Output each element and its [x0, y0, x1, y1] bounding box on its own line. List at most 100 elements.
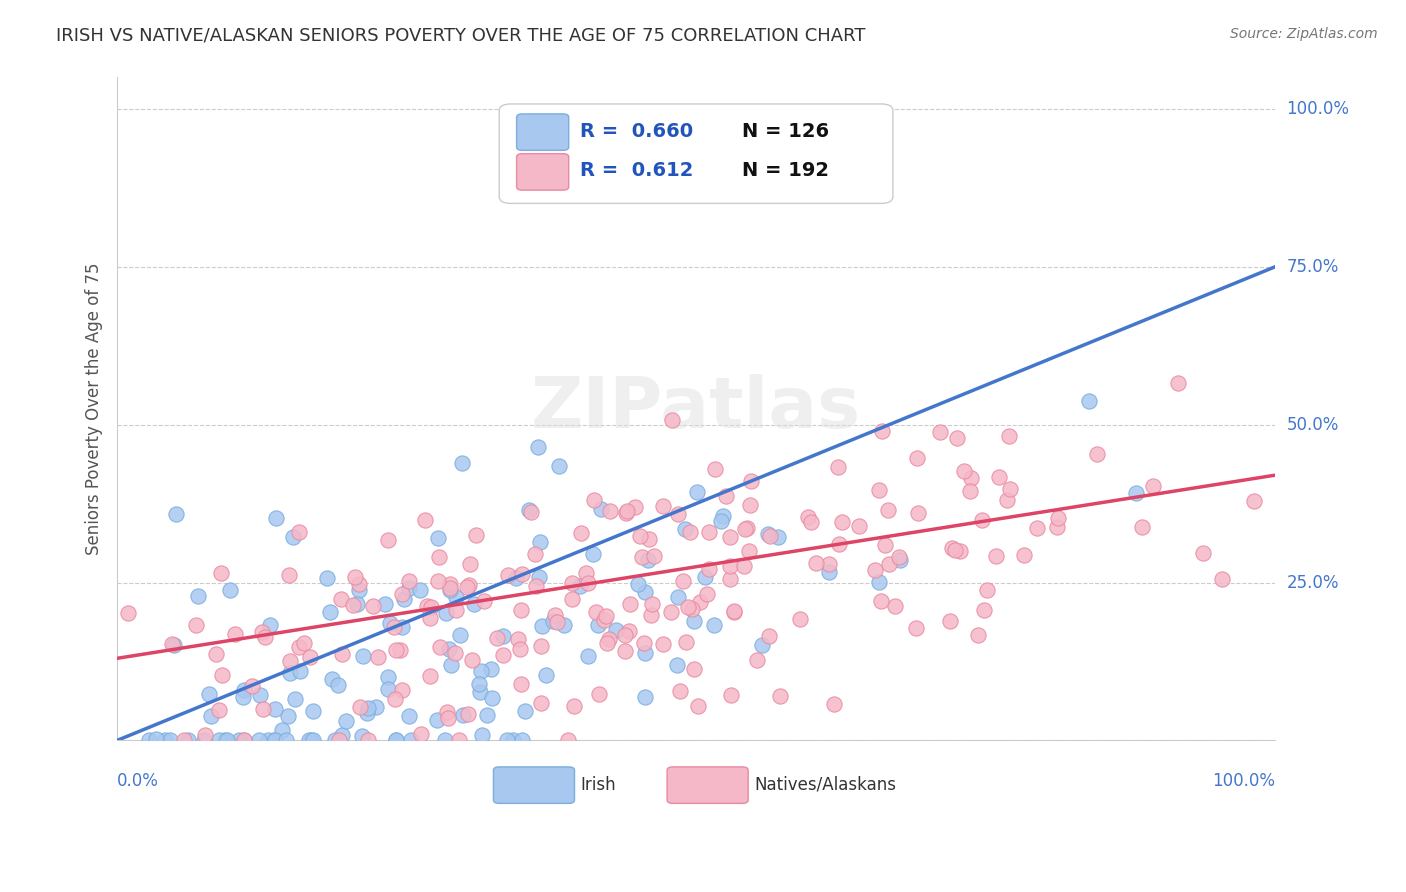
Natives/Alaskans [524, 580, 547, 594]
Natives/Alaskans [614, 628, 637, 642]
Irish [439, 583, 461, 598]
Natives/Alaskans [624, 500, 647, 514]
Natives/Alaskans [349, 700, 371, 714]
Natives/Alaskans [1014, 548, 1036, 562]
Natives/Alaskans [347, 576, 370, 591]
Irish [247, 733, 270, 747]
Natives/Alaskans [905, 621, 928, 635]
Irish [682, 614, 704, 628]
Irish [284, 691, 307, 706]
Natives/Alaskans [758, 529, 780, 543]
Natives/Alaskans [398, 574, 420, 588]
Natives/Alaskans [1192, 546, 1215, 560]
Natives/Alaskans [718, 530, 741, 544]
Irish [505, 571, 527, 585]
Irish [249, 688, 271, 702]
Natives/Alaskans [619, 597, 641, 611]
Irish [198, 688, 221, 702]
Natives/Alaskans [733, 559, 755, 574]
Irish [553, 618, 575, 632]
FancyBboxPatch shape [516, 153, 568, 190]
Natives/Alaskans [747, 653, 769, 667]
Natives/Alaskans [976, 583, 998, 598]
Natives/Alaskans [613, 644, 636, 658]
Natives/Alaskans [287, 640, 309, 655]
Natives/Alaskans [419, 610, 441, 624]
Y-axis label: Seniors Poverty Over the Age of 75: Seniors Poverty Over the Age of 75 [86, 262, 103, 555]
Irish [321, 672, 343, 686]
Irish [398, 581, 420, 595]
Natives/Alaskans [804, 556, 827, 570]
Irish [380, 615, 402, 630]
Text: IRISH VS NATIVE/ALASKAN SENIORS POVERTY OVER THE AGE OF 75 CORRELATION CHART: IRISH VS NATIVE/ALASKAN SENIORS POVERTY … [56, 27, 866, 45]
Irish [356, 700, 378, 714]
Irish [271, 723, 294, 737]
Text: 25.0%: 25.0% [1286, 574, 1339, 591]
Natives/Alaskans [461, 653, 484, 667]
Irish [591, 501, 613, 516]
Natives/Alaskans [671, 574, 693, 588]
Natives/Alaskans [585, 605, 607, 619]
Irish [159, 733, 181, 747]
Natives/Alaskans [986, 549, 1008, 563]
Natives/Alaskans [758, 629, 780, 643]
Irish [468, 685, 491, 699]
Natives/Alaskans [596, 636, 619, 650]
Natives/Alaskans [870, 424, 893, 438]
Natives/Alaskans [278, 568, 301, 582]
Natives/Alaskans [377, 533, 399, 547]
Irish [346, 597, 368, 611]
Natives/Alaskans [877, 503, 900, 517]
Irish [193, 733, 215, 747]
Natives/Alaskans [415, 513, 437, 527]
Natives/Alaskans [593, 613, 616, 627]
Irish [513, 704, 536, 718]
Natives/Alaskans [582, 493, 605, 508]
Natives/Alaskans [960, 471, 983, 485]
Irish [218, 583, 240, 598]
Natives/Alaskans [863, 562, 886, 576]
Irish [347, 582, 370, 597]
Natives/Alaskans [628, 529, 651, 543]
Irish [335, 714, 357, 729]
Irish [266, 510, 288, 524]
Irish [517, 502, 540, 516]
Text: N = 192: N = 192 [742, 161, 830, 180]
Natives/Alaskans [1243, 494, 1265, 508]
Irish [391, 620, 413, 634]
Text: R =  0.660: R = 0.660 [581, 122, 693, 141]
Irish [576, 648, 599, 663]
Irish [634, 690, 657, 704]
Natives/Alaskans [384, 691, 406, 706]
Irish [302, 704, 325, 718]
Natives/Alaskans [588, 687, 610, 701]
Irish [481, 690, 503, 705]
Text: Irish: Irish [581, 776, 616, 794]
Natives/Alaskans [877, 557, 900, 571]
FancyBboxPatch shape [494, 767, 575, 804]
Natives/Alaskans [184, 618, 207, 632]
Irish [401, 733, 423, 747]
Natives/Alaskans [689, 595, 711, 609]
Natives/Alaskans [959, 484, 981, 499]
Natives/Alaskans [681, 601, 703, 615]
Irish [232, 682, 254, 697]
Text: Source: ZipAtlas.com: Source: ZipAtlas.com [1230, 27, 1378, 41]
Irish [665, 658, 688, 673]
Irish [298, 733, 321, 747]
Natives/Alaskans [509, 641, 531, 656]
Natives/Alaskans [389, 642, 412, 657]
Natives/Alaskans [633, 636, 655, 650]
Natives/Alaskans [575, 566, 598, 581]
Natives/Alaskans [679, 524, 702, 539]
Natives/Alaskans [995, 492, 1018, 507]
Irish [330, 729, 353, 743]
Natives/Alaskans [204, 647, 226, 661]
Natives/Alaskans [458, 578, 481, 592]
Natives/Alaskans [928, 425, 950, 440]
FancyBboxPatch shape [516, 114, 568, 151]
Natives/Alaskans [510, 566, 533, 581]
Irish [377, 682, 399, 697]
Natives/Alaskans [697, 524, 720, 539]
Natives/Alaskans [211, 668, 233, 682]
